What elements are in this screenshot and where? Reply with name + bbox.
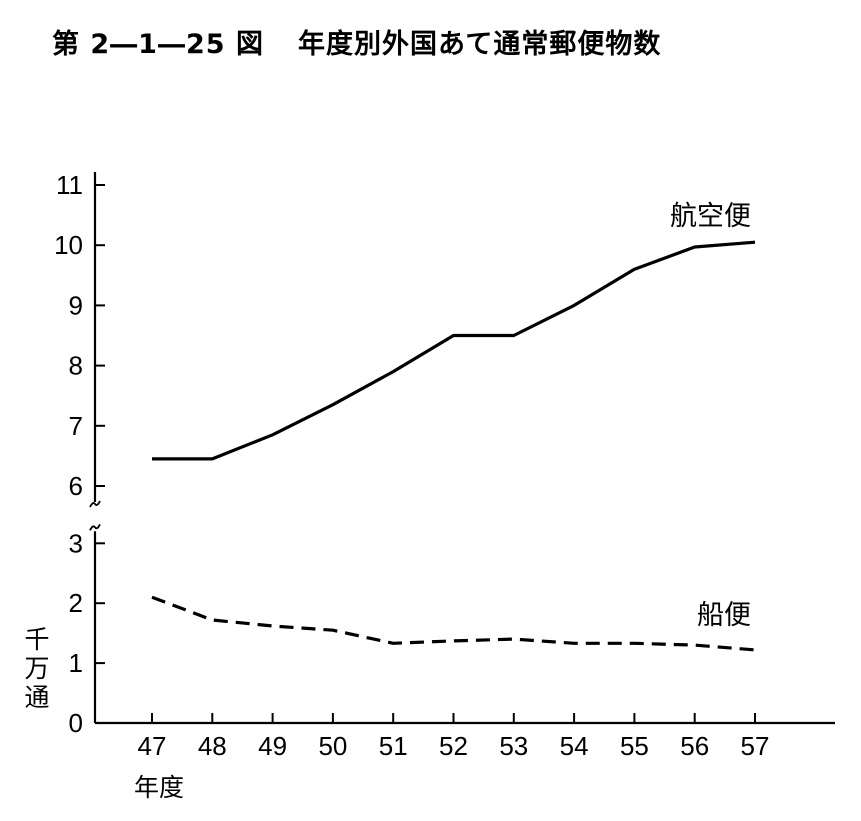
series-line-surface xyxy=(151,595,756,652)
x-tick-label: 55 xyxy=(620,731,649,761)
y-tick-label: 10 xyxy=(54,230,83,260)
y-axis-label-char: 千 xyxy=(24,625,49,654)
x-tick-label: 48 xyxy=(198,731,227,761)
x-tick-label: 56 xyxy=(680,731,709,761)
figure-number: 第 2―1―25 図 xyxy=(52,29,264,60)
y-tick-label: 11 xyxy=(56,170,83,200)
y-tick-label: 2 xyxy=(69,588,83,618)
series-label-air: 航空便 xyxy=(670,201,751,232)
y-axis-break-mark-upper xyxy=(89,500,101,508)
x-tick-label: 51 xyxy=(379,731,408,761)
chart-axes xyxy=(89,172,835,725)
series-line-air xyxy=(152,240,756,461)
y-axis-break-mark-lower xyxy=(89,523,101,531)
x-tick-label: 50 xyxy=(318,731,347,761)
x-tick-label: 49 xyxy=(258,731,287,761)
y-axis-label-char: 万 xyxy=(24,654,49,683)
y-tick-label: 7 xyxy=(69,411,83,441)
figure-title-block: 第 2―1―25 図 年度別外国あて通常郵便物数 xyxy=(52,22,661,61)
x-tick-label: 53 xyxy=(499,731,528,761)
x-tick-label: 54 xyxy=(560,731,589,761)
y-tick-label: 6 xyxy=(69,471,83,501)
x-axis-ticks: 47 48 49 50 51 52 53 54 55 56 57 xyxy=(138,713,770,761)
y-tick-label: 8 xyxy=(69,351,83,381)
x-tick-label: 47 xyxy=(138,731,167,761)
x-tick-label: 57 xyxy=(741,731,770,761)
y-tick-label: 9 xyxy=(69,290,83,320)
y-axis-ticks: 0 1 2 3 6 7 8 9 10 11 xyxy=(54,170,105,738)
series-label-surface: 船便 xyxy=(697,600,751,631)
y-axis-label-char: 通 xyxy=(24,683,49,712)
y-tick-label: 1 xyxy=(69,648,83,678)
figure-title: 年度別外国あて通常郵便物数 xyxy=(297,29,662,60)
x-tick-label: 52 xyxy=(439,731,468,761)
y-tick-label: 0 xyxy=(69,708,83,738)
x-axis-label: 年度 xyxy=(134,773,184,802)
y-tick-label: 3 xyxy=(69,528,83,558)
